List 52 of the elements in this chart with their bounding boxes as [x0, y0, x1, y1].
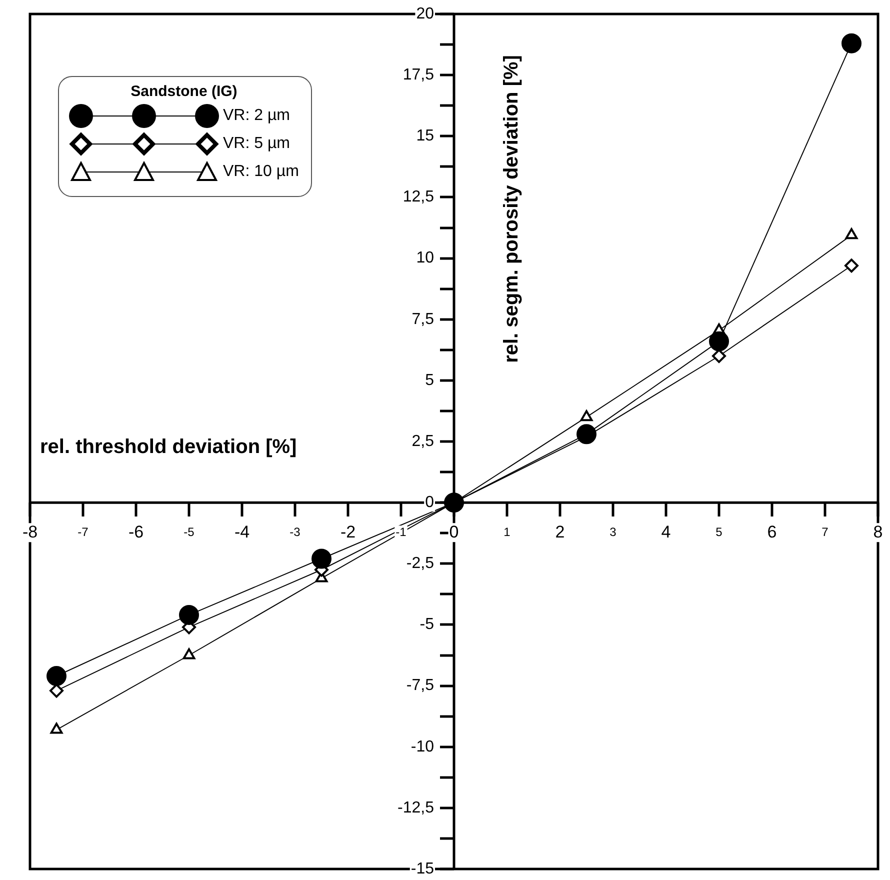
y-tick-label: -10 — [410, 738, 434, 756]
y-tick-label: 0 — [425, 494, 434, 511]
x-tick-label: -8 — [22, 522, 38, 542]
y-tick-label: 2,5 — [412, 432, 434, 450]
x-tick-label: -2 — [340, 522, 356, 542]
point — [842, 33, 862, 54]
y-tick-label: 17,5 — [402, 66, 434, 84]
x-tick-label: 7 — [822, 524, 829, 539]
x-tick-label: 2 — [555, 522, 565, 542]
x-tick-label: 3 — [610, 524, 617, 539]
point — [576, 424, 596, 444]
x-tick-label: -5 — [184, 524, 195, 539]
y-tick-label: 12,5 — [402, 188, 434, 206]
point — [444, 492, 464, 513]
y-tick-label: 20 — [416, 5, 434, 22]
point — [580, 410, 593, 422]
x-tick-label: -3 — [290, 524, 301, 539]
point — [709, 331, 729, 352]
x-tick-label: 8 — [873, 522, 883, 542]
legend-label: VR: 2 µm — [223, 107, 290, 125]
y-tick-label: -15 — [410, 860, 434, 878]
x-tick-label: -4 — [234, 522, 250, 542]
legend-label: VR: 10 µm — [223, 163, 299, 181]
x-tick-label: 6 — [767, 522, 777, 542]
legend-label: VR: 5 µm — [223, 135, 290, 153]
point — [50, 684, 64, 698]
x-axis-title: rel. threshold deviation [%] — [40, 436, 297, 458]
point — [845, 228, 858, 240]
point — [46, 666, 66, 686]
x-tick-label: 5 — [716, 524, 723, 539]
point — [312, 548, 332, 569]
y-tick-label: -5 — [420, 616, 434, 634]
x-tick-label: 1 — [504, 524, 511, 539]
point — [712, 349, 726, 363]
point — [844, 258, 858, 273]
x-tick-label: -7 — [78, 524, 89, 539]
x-tick-label: -6 — [128, 522, 144, 542]
legend-title: Sandstone (IG) — [130, 83, 238, 100]
y-tick-label: 10 — [416, 250, 434, 267]
point — [50, 722, 63, 734]
y-tick-label: 5 — [425, 372, 434, 389]
y-axis-title: rel. segm. porosity deviation [%] — [500, 55, 523, 363]
y-tick-label: -2,5 — [406, 555, 434, 572]
x-tick-label: -1 — [396, 524, 407, 539]
point — [179, 604, 199, 625]
x-tick-label: 0 — [449, 522, 459, 542]
y-tick-label: 7,5 — [412, 310, 434, 328]
y-tick-label: 15 — [416, 128, 434, 145]
x-tick-label: 4 — [661, 522, 671, 542]
y-tick-label: -7,5 — [406, 677, 434, 694]
point — [182, 648, 196, 660]
y-tick-label: -12,5 — [398, 799, 434, 816]
